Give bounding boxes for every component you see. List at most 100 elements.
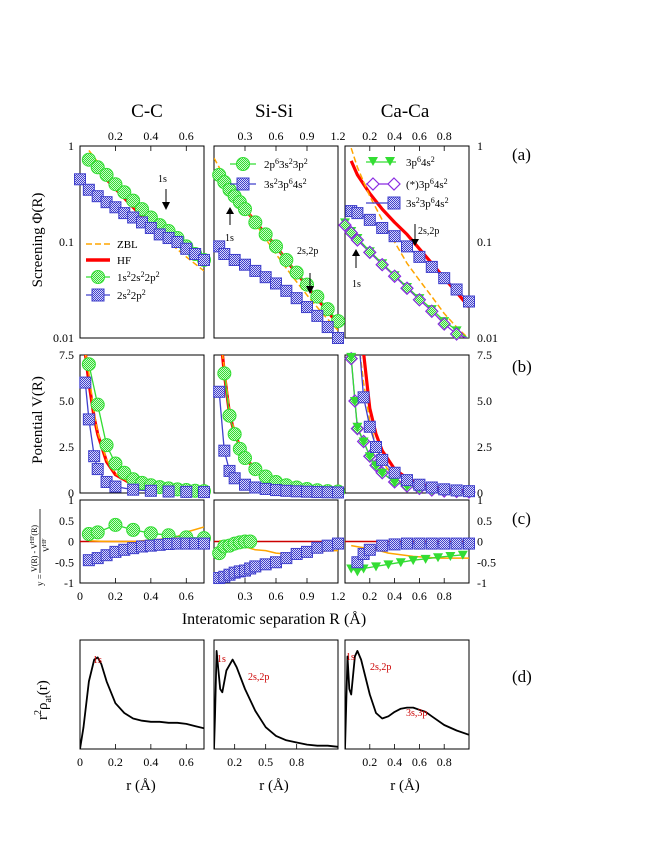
frame-a-cc (79, 145, 205, 339)
annot-si-1s: 1s (225, 233, 234, 244)
legend-ca-t2: 4s (421, 157, 431, 169)
ylabel-c-den: VHF (42, 538, 51, 552)
point-c-ca-3p4s-4 (383, 560, 394, 570)
plot-c-si (212, 534, 344, 585)
point-b-si-3s3p4s-7 (270, 484, 282, 497)
point-b-si-3s3p4s-10 (301, 485, 313, 498)
legend-ca-b2s: 6 (431, 196, 435, 205)
legend-si-green: 2p63s23p2 (264, 157, 308, 171)
point-b-si-3s3p4s-6 (259, 482, 272, 495)
point-c-ca-3s3p4s-3 (376, 539, 389, 552)
ylabel-c-num-tail: (R) (30, 525, 39, 536)
point-c-ca-3p4s-7 (420, 554, 431, 564)
tick-top-si-2: 0.9 (300, 129, 315, 143)
ylabel-c-num-sup: HF (30, 535, 36, 543)
point-a-ca-3p4s-6 (400, 281, 414, 296)
ylabel-d-main: r (35, 715, 51, 720)
point-c-si-3s3p4s-10 (280, 552, 293, 565)
legend-cc-s3-sup: 2 (156, 270, 160, 279)
point-a-cc-1s2s2p-0 (81, 152, 96, 167)
point-a-si-3s3p4s-4 (249, 264, 262, 277)
point-a-ca-3s3p4s-9 (450, 283, 463, 296)
point-b-cc-2s2p-6 (127, 483, 140, 496)
point-b-cc-2s2p-9 (180, 485, 193, 498)
point-a-si-2p3s3p-7 (258, 227, 273, 242)
point-b-cc-2s2p-7 (144, 484, 157, 497)
tick-by-right-1: 5.0 (477, 394, 492, 408)
plot-d-cc (80, 656, 204, 749)
point-b-si-2p3s3p-5 (248, 462, 263, 477)
series-line-b-si-zbl (221, 355, 338, 493)
plot-b-cc (79, 355, 211, 499)
point-a-si-3s3p4s-10 (311, 309, 324, 322)
tick-cy-left-2: 0 (68, 535, 74, 549)
tick-top-cc-2: 0.6 (179, 129, 194, 143)
point-c-ca-3p4s-5 (395, 558, 406, 568)
point-c-si-3s3p4s-15 (332, 537, 344, 550)
legend-si-g2: 3s (279, 159, 289, 171)
tick-cy-left-0: 1 (68, 493, 74, 507)
point-b-ca-3s3p4s-9 (438, 483, 451, 496)
ylabel-c-num: V(R) - VHF(R) (30, 525, 39, 572)
legend-si-g3: 3p (293, 159, 305, 171)
point-a-si-2p3s3p-6 (248, 215, 263, 230)
point-a-ca-3p4s-10 (449, 327, 464, 341)
point-b-cc-2s2p-10 (198, 486, 210, 499)
point-b-ca-3p4s-4 (364, 452, 375, 462)
point-a-ca-3s3p4s-5 (401, 240, 413, 253)
legend-cc-hf: HF (117, 255, 131, 267)
point-b-si-3s3p4s-1 (218, 444, 231, 457)
plot-c-cc (80, 517, 211, 567)
point-a-si-3s3p4s-11 (321, 321, 334, 334)
point-c-si-3s3p4s-13 (311, 541, 324, 554)
point-a-ca-3p4s-7 (412, 292, 427, 307)
row-tag-c: (c) (512, 509, 531, 528)
legend-ca-b2: 3p (420, 198, 432, 210)
tick-dx-cc-0: 0 (77, 755, 83, 769)
plot-a-ca (338, 147, 475, 341)
tick-x-cc-2: 0.4 (143, 589, 158, 603)
tick-dx-ca-2: 0.6 (412, 755, 427, 769)
ylabel-d-sub: at (43, 695, 54, 702)
point-a-si-3s3p4s-1 (218, 247, 231, 260)
point-c-ca-3p4s-9 (445, 552, 456, 562)
point-a-ca-3s3p4s-1 (351, 207, 364, 220)
axis-ticks: 0.2 0.4 0.6 0 0.2 0.4 0.6 0 0.2 0.4 0.6 0.3 0.6 0.9 1.… (53, 129, 498, 769)
ylabel-d-rho: ρ (35, 703, 51, 711)
legend-cc-b1-sup: 2 (127, 288, 131, 297)
point-b-ca-3p4s-2 (352, 422, 363, 432)
tick-x-si-3: 1.2 (331, 589, 346, 603)
tick-dx-ca-0: 0.2 (362, 755, 377, 769)
point-b-cc-2s2p-3 (91, 463, 104, 476)
annot-d-ca-1s: 1s (346, 652, 355, 663)
col-title-si: Si-Si (255, 101, 293, 122)
point-c-si-3s3p4s-14 (321, 539, 334, 552)
point-b-ca-3p4s-7 (389, 477, 400, 487)
point-b-si-3s3p4s-5 (249, 481, 262, 494)
legend-cc-b2-sup: 2 (142, 288, 146, 297)
point-a-ca-3s3p4s-3 (376, 221, 389, 234)
tick-x-si-0: 0.3 (238, 589, 253, 603)
legend-si-b2: 3p (278, 179, 290, 191)
point-a-ca-3p4s-0 (338, 218, 352, 232)
tick-ay-left-1: 0.1 (59, 235, 74, 249)
point-b-si-2p3s3p-2 (227, 427, 242, 442)
xlabel-d-ca: r (Å) (390, 778, 420, 794)
point-c-ca-3s3p4s-10 (463, 537, 475, 550)
legend-cc-2s2p: 2s22p2 (117, 288, 146, 302)
point-a-ca-3p4s-1 (344, 225, 359, 240)
data-series (74, 147, 476, 749)
series-line-b-cc-2s2p (84, 382, 204, 493)
legend-ca-t1s: 6 (417, 155, 421, 164)
tick-ay-left-2: 0.01 (53, 331, 74, 345)
point-a-si-2p3s3p-9 (279, 252, 294, 267)
legend-ca-t2s: 2 (431, 155, 435, 164)
tick-by-left-3: 0 (68, 486, 74, 500)
point-b-ca-3s3p4s-2 (363, 420, 376, 433)
tick-cy-left-3: -0.5 (55, 555, 74, 569)
point-a-cc-1s2s2p-5 (126, 193, 141, 208)
legend-si-b3: 4s (293, 179, 303, 191)
point-a-cc-2s2p-0 (74, 173, 86, 186)
xlabel-main: Interatomic separation R (Å) (182, 610, 366, 628)
point-b-si-3s3p4s-3 (228, 472, 241, 485)
